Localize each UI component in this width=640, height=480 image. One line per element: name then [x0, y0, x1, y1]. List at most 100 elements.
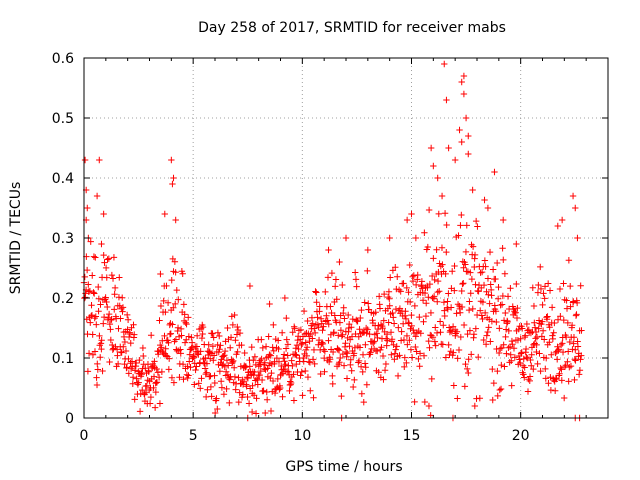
data-point — [410, 329, 418, 337]
data-point — [166, 330, 174, 338]
data-point — [199, 323, 207, 331]
data-point — [251, 353, 259, 360]
data-point — [203, 369, 210, 376]
data-point — [97, 301, 104, 308]
data-point — [567, 303, 574, 310]
data-point — [572, 204, 579, 212]
data-point — [210, 352, 218, 359]
data-point — [535, 325, 542, 332]
data-point — [478, 284, 485, 292]
data-point — [387, 329, 395, 336]
data-point — [577, 282, 584, 289]
data-point — [508, 382, 515, 389]
y-tick-label: 0.1 — [52, 351, 74, 367]
data-point — [405, 289, 412, 296]
data-point — [310, 394, 317, 401]
data-point — [284, 341, 292, 348]
data-point — [577, 356, 584, 363]
data-point — [391, 350, 399, 357]
data-point — [517, 335, 524, 342]
data-point — [466, 327, 474, 334]
data-point — [117, 348, 125, 356]
data-point — [427, 309, 435, 317]
points-layer — [80, 60, 585, 422]
y-tick-label: 0.2 — [52, 291, 74, 307]
data-point — [274, 337, 282, 344]
data-point — [440, 322, 447, 329]
data-point — [168, 156, 175, 164]
data-point — [500, 317, 508, 324]
data-point — [412, 343, 419, 351]
data-point — [89, 331, 96, 338]
data-point — [348, 367, 355, 374]
data-point — [558, 377, 565, 384]
data-point — [179, 270, 186, 277]
data-point — [183, 320, 190, 328]
data-point — [465, 369, 472, 377]
data-point — [299, 392, 306, 399]
data-point — [88, 311, 96, 319]
data-point — [314, 314, 321, 321]
data-point — [125, 355, 132, 363]
data-point — [526, 373, 534, 380]
data-point — [188, 334, 195, 341]
data-point — [417, 330, 424, 337]
data-point — [306, 359, 314, 366]
data-point — [383, 342, 390, 349]
data-point — [198, 375, 205, 382]
data-point — [571, 356, 578, 363]
data-point — [488, 318, 496, 325]
data-point — [551, 387, 559, 394]
data-point — [534, 289, 542, 296]
data-point — [100, 251, 107, 259]
data-point — [380, 376, 387, 383]
data-point — [147, 332, 155, 339]
data-point — [101, 259, 108, 266]
data-point — [207, 383, 215, 391]
data-point — [185, 314, 192, 321]
data-point — [460, 264, 467, 271]
data-point — [223, 385, 230, 393]
grid-layer — [84, 58, 608, 418]
data-point — [185, 372, 192, 379]
y-tick-label: 0.5 — [52, 111, 74, 127]
data-point — [365, 300, 372, 307]
data-point — [535, 281, 542, 289]
data-point — [153, 379, 161, 386]
data-point — [436, 318, 444, 325]
data-point — [248, 343, 255, 351]
data-point — [478, 312, 485, 319]
data-point — [139, 386, 146, 394]
data-point — [88, 301, 95, 309]
data-point — [550, 329, 557, 336]
data-point — [304, 373, 312, 381]
data-point — [83, 266, 91, 274]
data-point — [432, 324, 439, 331]
data-point — [492, 275, 499, 283]
data-point — [422, 312, 430, 320]
data-point — [460, 72, 468, 80]
data-point — [473, 311, 481, 319]
data-point — [262, 343, 270, 350]
data-point — [444, 298, 451, 305]
data-point — [162, 308, 169, 316]
data-point — [306, 337, 313, 345]
data-point — [169, 321, 176, 328]
data-point — [465, 132, 472, 140]
data-point — [425, 294, 432, 301]
data-point — [289, 329, 296, 336]
data-point — [493, 318, 500, 326]
data-point — [374, 347, 381, 355]
data-point — [390, 314, 397, 321]
data-point — [193, 332, 201, 339]
data-point — [342, 348, 350, 356]
ticks-layer: 0 5 10 15 20 0 0.1 0.2 0.3 0.4 0.5 0.6 — [52, 51, 608, 444]
data-point — [342, 234, 350, 242]
data-point — [297, 326, 305, 334]
data-point — [527, 329, 535, 337]
data-point — [157, 302, 165, 310]
data-point — [412, 333, 419, 340]
data-point — [184, 363, 191, 370]
data-point — [86, 287, 94, 295]
data-point — [288, 357, 295, 364]
